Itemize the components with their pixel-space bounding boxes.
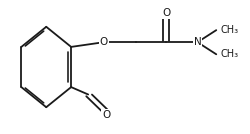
Text: CH₃: CH₃	[221, 25, 239, 35]
Text: O: O	[100, 37, 108, 47]
Text: O: O	[162, 8, 170, 18]
Text: N: N	[194, 37, 202, 47]
Text: O: O	[102, 110, 110, 120]
Text: CH₃: CH₃	[221, 49, 239, 59]
